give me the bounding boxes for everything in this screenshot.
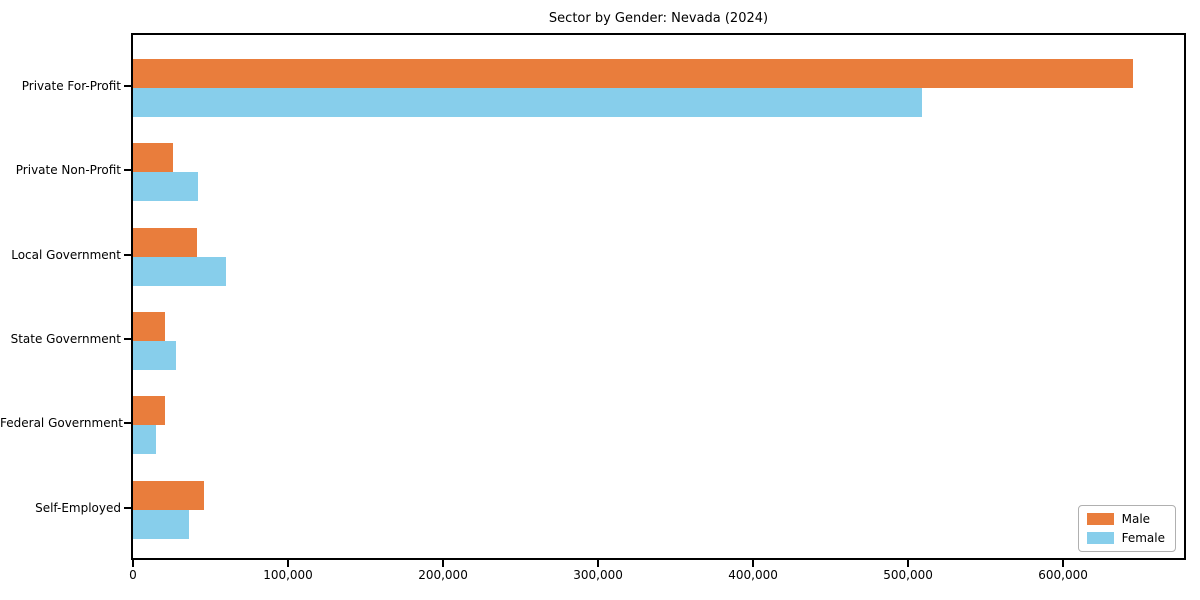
y-axis-label: Local Government bbox=[11, 247, 121, 262]
x-tick-label: 100,000 bbox=[263, 568, 313, 582]
y-axis-label: State Government bbox=[10, 331, 121, 346]
female-legend-swatch bbox=[1086, 532, 1114, 544]
x-tick-label: 0 bbox=[129, 568, 137, 582]
male-legend-label: Male bbox=[1121, 512, 1151, 526]
bar-female-5 bbox=[133, 509, 189, 539]
bar-male-1 bbox=[133, 143, 174, 173]
male-legend-swatch bbox=[1086, 513, 1114, 525]
y-axis-label: Private Non-Profit bbox=[15, 163, 121, 178]
y-tick-mark bbox=[124, 169, 131, 172]
bar-male-0 bbox=[133, 59, 1133, 88]
y-tick-mark bbox=[124, 85, 131, 87]
y-axis-label: Self-Employed bbox=[35, 500, 121, 515]
plot-area: Male Female bbox=[131, 33, 1186, 560]
x-tick-label: 400,000 bbox=[728, 568, 778, 582]
y-axis-label: Private For-Profit bbox=[21, 79, 121, 93]
female-legend-label: Female bbox=[1121, 531, 1165, 545]
x-tick-mark bbox=[752, 560, 755, 567]
bar-male-2 bbox=[133, 227, 198, 257]
y-tick-mark bbox=[124, 337, 131, 340]
legend-item-female: Female bbox=[1086, 531, 1165, 545]
x-tick-label: 500,000 bbox=[883, 568, 933, 582]
x-tick-label: 300,000 bbox=[573, 568, 623, 582]
bar-female-1 bbox=[133, 172, 199, 202]
bar-female-3 bbox=[133, 340, 176, 370]
x-tick-mark bbox=[287, 560, 289, 567]
x-tick-label: 600,000 bbox=[1038, 568, 1088, 582]
y-tick-mark bbox=[124, 422, 131, 425]
y-tick-mark bbox=[124, 506, 131, 509]
bar-female-4 bbox=[133, 425, 157, 455]
x-tick-label: 200,000 bbox=[418, 568, 468, 582]
y-tick-mark bbox=[124, 253, 131, 256]
x-tick-mark bbox=[442, 560, 445, 567]
legend-item-male: Male bbox=[1086, 512, 1165, 526]
x-tick-mark bbox=[597, 560, 600, 567]
y-axis-label: Federal Government bbox=[0, 416, 123, 431]
chart-title: Sector by Gender: Nevada (2024) bbox=[548, 11, 769, 26]
bar-male-3 bbox=[133, 311, 165, 341]
bar-male-5 bbox=[133, 480, 205, 510]
x-tick-mark bbox=[132, 560, 134, 567]
x-tick-mark bbox=[907, 560, 910, 567]
bar-female-0 bbox=[133, 88, 923, 117]
x-tick-mark bbox=[1062, 560, 1065, 567]
legend: Male Female bbox=[1077, 505, 1176, 552]
bar-female-2 bbox=[133, 256, 226, 286]
bar-male-4 bbox=[133, 396, 165, 426]
